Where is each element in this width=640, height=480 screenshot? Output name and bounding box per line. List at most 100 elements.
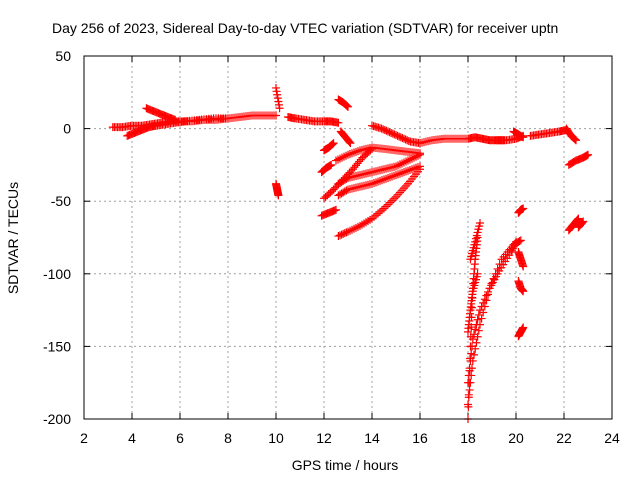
data-point [388,172,396,181]
data-point [378,206,386,215]
series-arc-30 [466,218,484,264]
series-arc-16 [334,162,424,200]
data-point [507,248,516,257]
data-point [388,196,396,205]
data-point [392,171,400,180]
series-arc-9 [320,139,338,155]
data-point [519,323,528,332]
data-point [584,150,592,159]
data-point [476,306,484,315]
data-point [350,224,358,233]
data-point [386,198,394,207]
data-point [519,262,528,271]
data-point [570,134,579,143]
data-point [577,219,586,228]
data-point [398,159,406,168]
y-tick-label: -100 [43,266,71,282]
series-arc-34 [514,323,528,341]
x-tick-label: 10 [268,430,284,446]
data-point [479,298,488,307]
series-arc-7 [334,95,352,111]
data-point [400,184,408,193]
data-point [408,154,416,163]
data-point [474,310,483,319]
series-arc-18 [416,133,508,148]
data-point [342,101,351,110]
data-point [376,176,384,185]
x-tick-label: 6 [176,430,184,446]
data-point [342,174,351,183]
data-point [345,138,354,147]
data-point [327,160,336,169]
data-point [380,204,388,213]
data-point [474,326,483,335]
data-point [398,168,406,177]
data-point [509,242,518,251]
data-point [404,166,412,175]
data-point [332,156,340,165]
data-point [329,139,338,148]
data-point [508,246,516,255]
series-arc-32 [514,248,528,271]
data-points [108,83,592,423]
data-point [465,385,474,394]
series-arc-31 [514,204,528,217]
data-point [416,150,424,159]
x-tick-label: 18 [460,430,476,446]
y-axis: 50 0 -50 -100 -150 -200 [43,48,612,427]
series-arc-29 [464,269,482,336]
data-point [272,111,280,120]
data-point [477,302,486,311]
data-point [476,218,484,227]
data-point [519,287,528,296]
series-arc-15 [334,150,424,188]
data-point [382,174,390,183]
data-point [484,287,492,296]
data-point [400,158,408,167]
data-point [348,149,356,158]
data-point [472,338,481,347]
data-point [398,186,406,195]
data-point [414,151,422,160]
data-point [390,194,398,203]
data-point [343,102,352,111]
data-point [400,168,408,177]
x-tick-label: 16 [412,430,428,446]
series-arc-8 [336,127,355,148]
data-point [466,354,474,363]
data-point [574,214,583,223]
data-point [342,186,351,195]
data-point [571,135,580,144]
data-point [573,215,582,224]
data-point [378,176,386,185]
data-point [274,191,283,200]
series-arc-3 [142,104,180,124]
data-point [372,211,380,220]
data-point [338,153,346,162]
x-tick-label: 2 [80,430,88,446]
data-point [384,200,392,209]
data-point [328,140,336,149]
data-point [467,349,476,358]
plot-frame [83,55,613,420]
data-point [354,147,362,156]
data-point [384,173,392,182]
data-point [275,104,284,113]
series-arc-20 [509,127,528,142]
series-arc-25 [574,217,588,232]
data-point [328,139,337,148]
data-point [346,226,354,235]
data-point [572,136,580,145]
data-point [334,155,342,164]
data-point [344,137,353,146]
data-point [372,178,380,187]
data-point [465,378,474,387]
data-point [402,181,410,190]
data-point [466,342,475,351]
data-point [508,244,517,253]
x-tick-label: 8 [224,430,232,446]
chart-title: Day 256 of 2023, Sidereal Day-to-day VTE… [52,20,558,36]
data-point [224,114,232,123]
series-arc-22 [562,124,580,145]
data-point [392,192,400,201]
